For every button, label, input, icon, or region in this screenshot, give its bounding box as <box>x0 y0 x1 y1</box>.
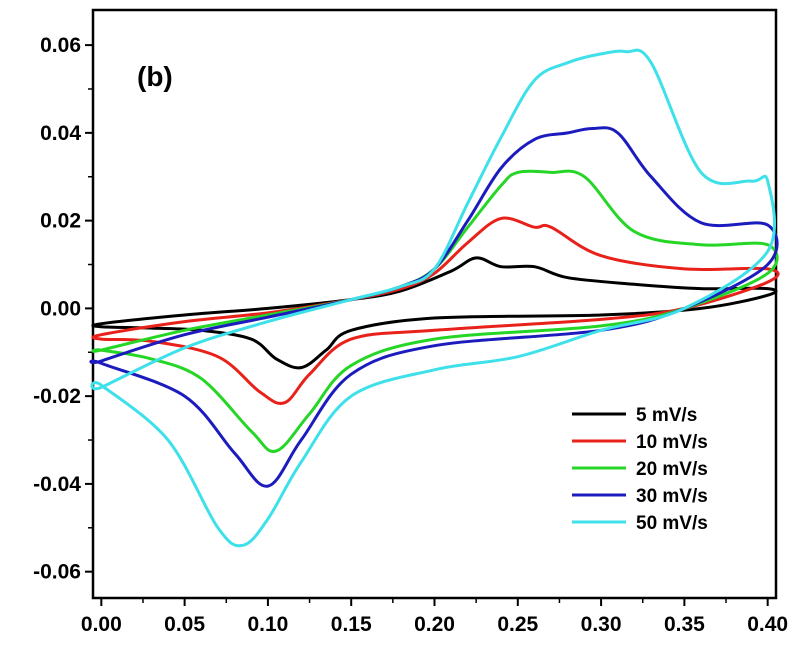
legend-label: 50 mV/s <box>636 513 708 534</box>
legend-label: 5 mV/s <box>636 405 697 426</box>
y-tick-label: -0.04 <box>33 473 81 496</box>
legend-label: 20 mV/s <box>636 459 708 480</box>
plot-frame <box>91 8 778 600</box>
y-tick-label: 0.02 <box>40 210 81 233</box>
legend: 5 mV/s 10 mV/s 20 mV/s 30 mV/s 50 mV/s <box>572 405 708 534</box>
x-tick-label: 0.40 <box>747 613 788 636</box>
x-tick-label: 0.20 <box>414 613 455 636</box>
y-tick-label: -0.02 <box>33 385 81 408</box>
x-tick-label: 0.05 <box>164 613 205 636</box>
legend-label: 30 mV/s <box>636 486 708 507</box>
y-tick-label: 0.00 <box>40 297 81 320</box>
series-line <box>90 48 776 548</box>
y-tick-label: 0.04 <box>40 122 81 145</box>
y-tick-label: 0.06 <box>40 34 81 57</box>
series-line <box>91 256 778 370</box>
y-tick-label: -0.06 <box>33 561 81 584</box>
x-tick-label: 0.35 <box>664 613 705 636</box>
series-lines <box>89 48 780 548</box>
x-tick-label: 0.15 <box>331 613 372 636</box>
x-tick-label: 0.25 <box>497 613 538 636</box>
axis-ticks: 0.00 0.05 0.10 0.15 0.20 0.25 0.30 0.35 0.40 -0.0… <box>33 34 788 636</box>
panel-label: (b) <box>137 61 173 92</box>
x-tick-label: 0.30 <box>581 613 622 636</box>
series-line <box>91 216 780 405</box>
x-tick-label: 0.00 <box>81 613 122 636</box>
x-tick-label: 0.10 <box>247 613 288 636</box>
legend-label: 10 mV/s <box>636 432 708 453</box>
